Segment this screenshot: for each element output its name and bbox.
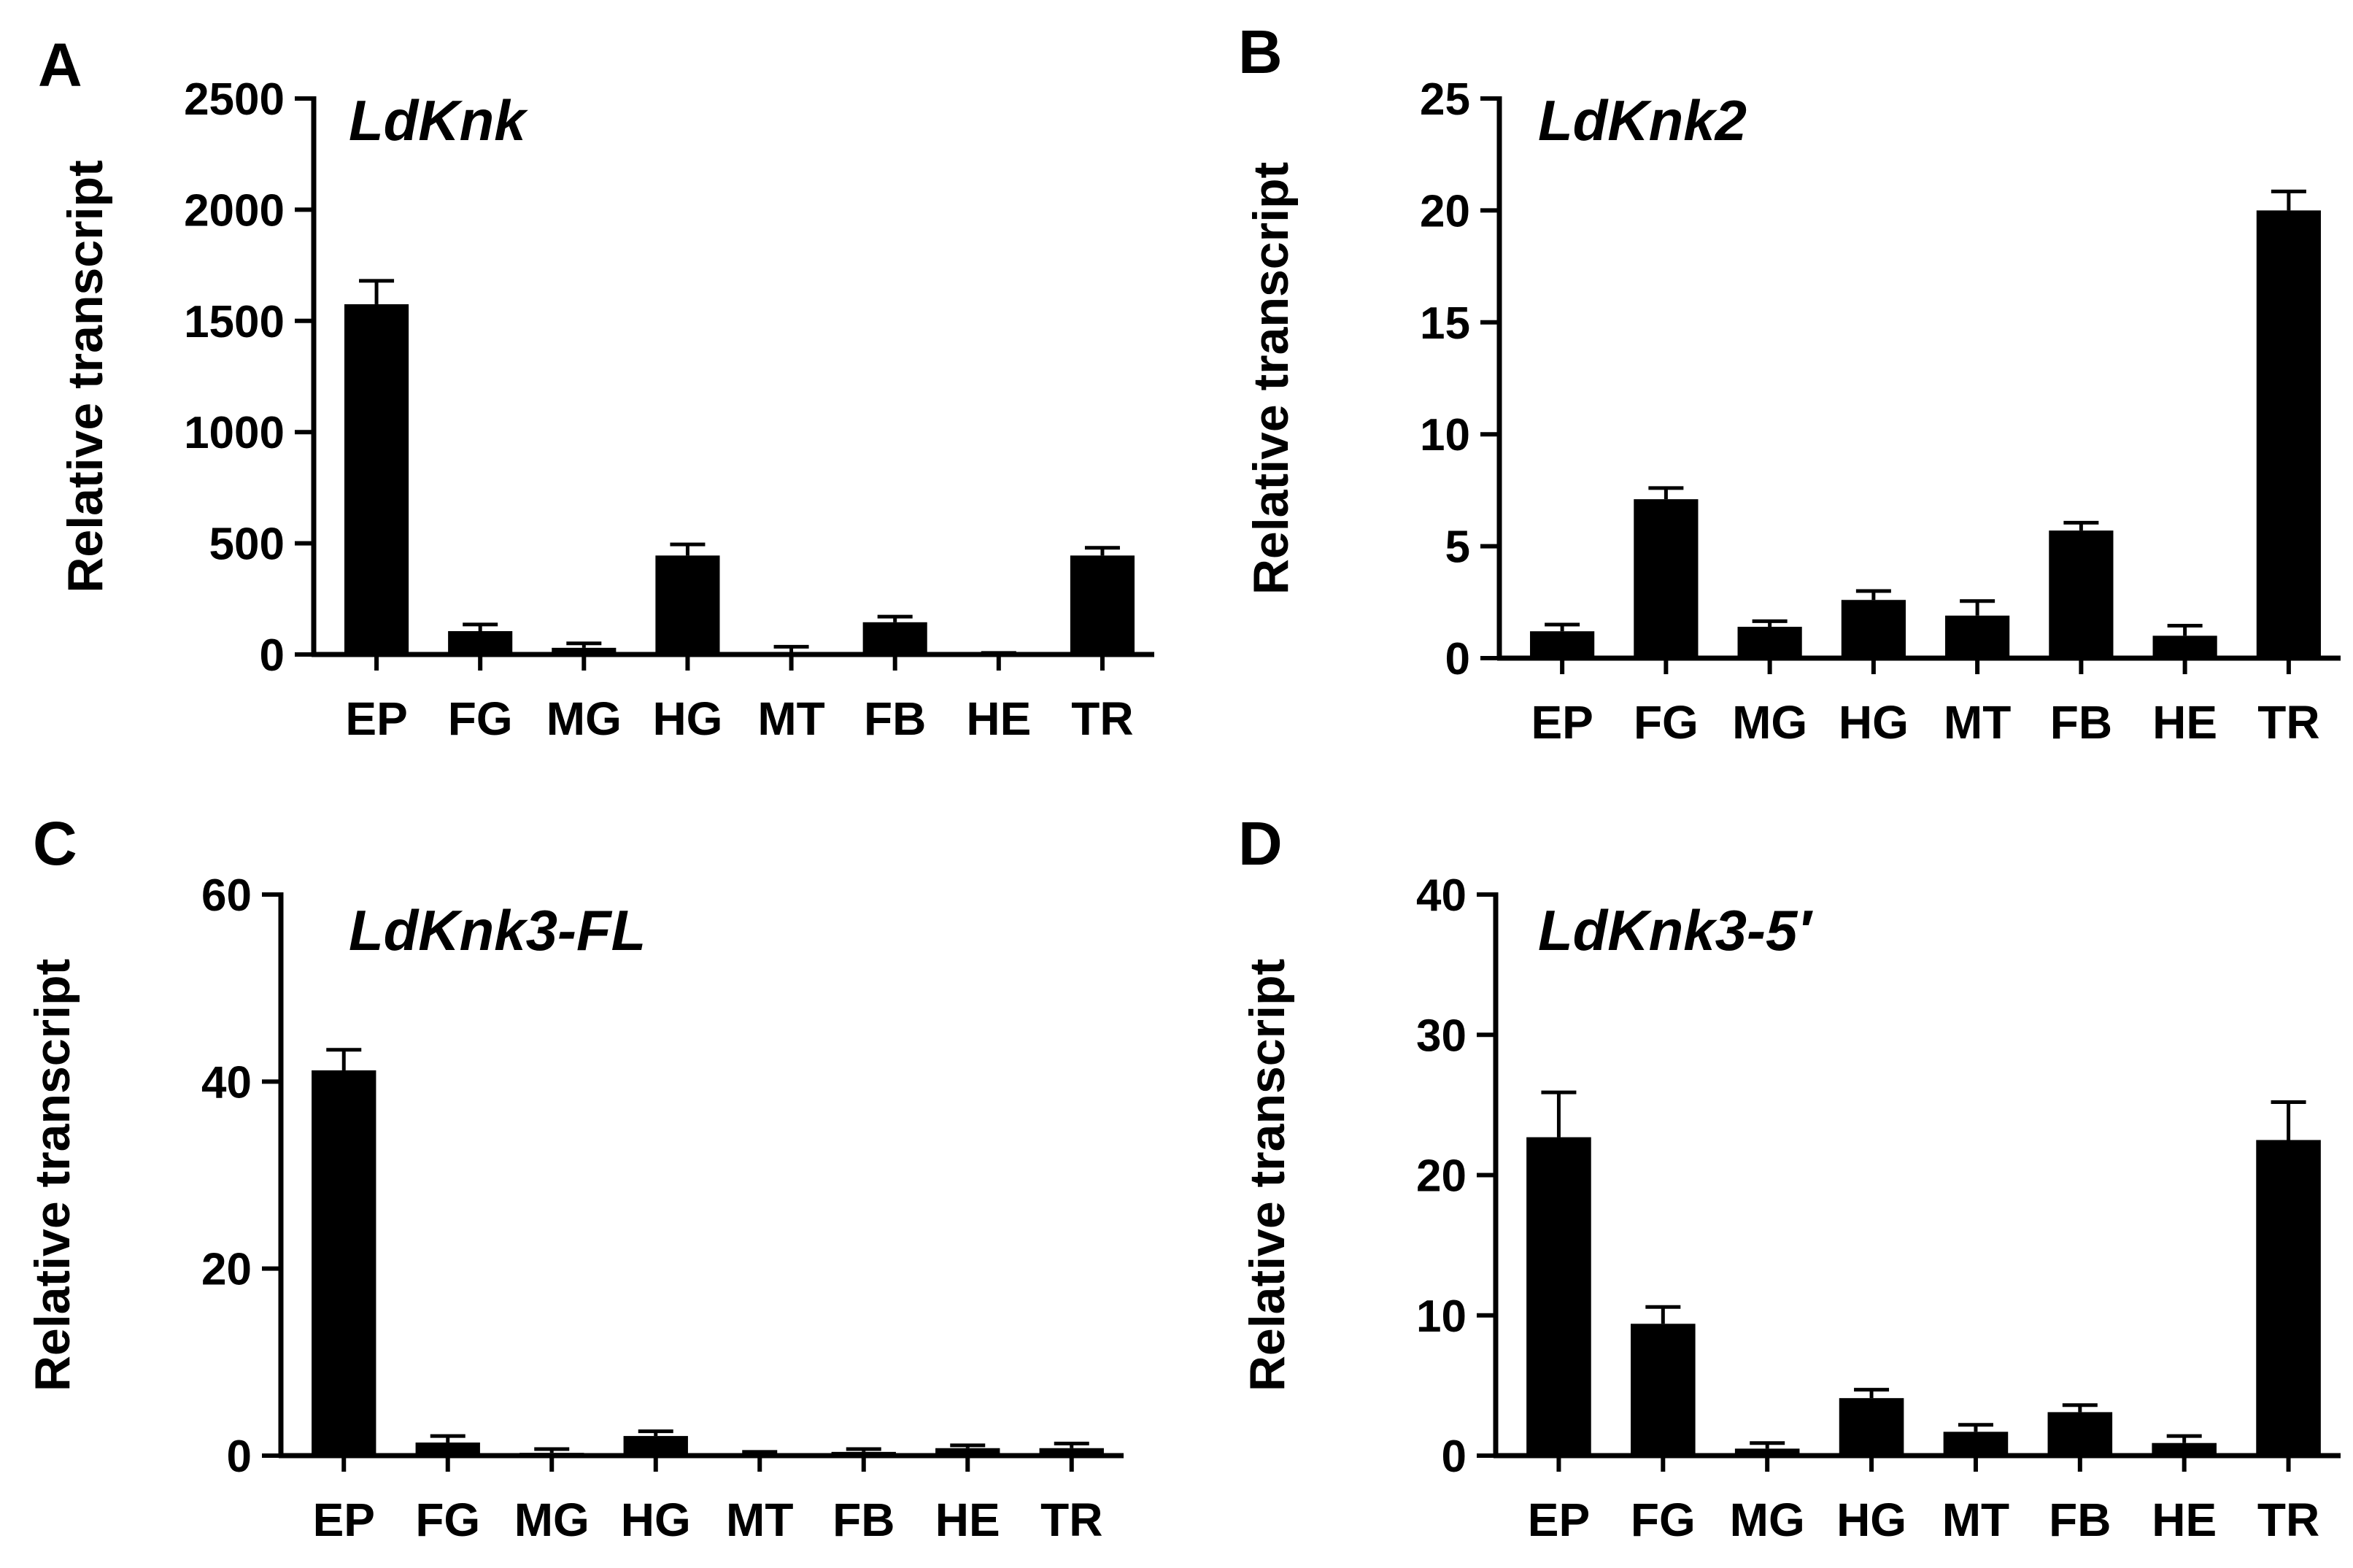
x-tick-label: MG: [514, 1494, 590, 1546]
x-tick-label: EP: [345, 692, 407, 745]
chart-panel-b: B LdKnk2 Relative transcript EP FG MG HG MT FB HE…: [1238, 18, 2341, 749]
x-tick-label: TR: [2257, 1494, 2319, 1546]
y-tick-label: 500: [209, 520, 285, 570]
x-tick-label: FB: [832, 1494, 895, 1546]
bar: [312, 1070, 376, 1456]
bar: [2152, 1443, 2217, 1456]
x-tick-label: MT: [1944, 696, 2011, 749]
y-tick-label: 25: [1420, 74, 1470, 125]
bar: [2256, 1140, 2321, 1456]
x-tick-label: EP: [1531, 696, 1593, 749]
y-tick-label: 15: [1420, 298, 1470, 349]
panel-label: D: [1238, 809, 1283, 878]
x-tick-label: HE: [935, 1494, 1000, 1546]
panel-label: A: [38, 31, 82, 99]
bar: [344, 304, 409, 654]
y-tick-label: 1500: [184, 297, 285, 347]
chart-title: LdKnk2: [1538, 88, 1747, 152]
chart-title: LdKnk: [349, 88, 528, 152]
bar: [448, 630, 513, 654]
x-tick-label: FG: [1631, 1494, 1696, 1546]
x-tick-label: HG: [1839, 696, 1909, 749]
bar: [1737, 627, 1802, 658]
x-tick-label: EP: [1528, 1494, 1590, 1546]
bar: [1945, 615, 2010, 658]
x-tick-label: HG: [652, 692, 722, 745]
bar: [1943, 1432, 2009, 1456]
bar: [935, 1448, 1000, 1456]
bar: [1734, 1448, 1800, 1456]
bar: [1634, 499, 1699, 658]
y-axis-label: Relative transcript: [58, 160, 113, 592]
x-tick-label: FG: [448, 692, 513, 745]
bar: [1530, 631, 1595, 658]
bar: [1039, 1448, 1104, 1456]
y-tick-label: 0: [1445, 634, 1470, 684]
x-tick-label: TR: [1040, 1494, 1102, 1546]
x-tick-label: MG: [1732, 696, 1807, 749]
x-tick-label: FB: [2050, 696, 2112, 749]
y-tick-label: 20: [201, 1245, 252, 1295]
x-tick-label: TR: [1071, 692, 1133, 745]
x-tick-label: HE: [966, 692, 1031, 745]
bar: [1070, 555, 1135, 654]
bar: [2047, 1412, 2113, 1456]
x-tick-label: MT: [757, 692, 824, 745]
chart-title: LdKnk3-5′: [1538, 898, 1813, 962]
chart-panel-c: C LdKnk3-FL Relative transcript EP FG MG HG MT F…: [25, 809, 1124, 1546]
y-tick-label: 60: [201, 870, 252, 921]
x-tick-label: TR: [2257, 696, 2319, 749]
bar: [2256, 210, 2321, 658]
x-tick-label: FG: [1634, 696, 1699, 749]
bar: [552, 647, 617, 654]
chart-panel-a: A LdKnk Relative transcript EP FG MG HG MT FB HE T…: [38, 31, 1154, 745]
bar: [1631, 1324, 1696, 1456]
y-tick-label: 0: [1442, 1432, 1467, 1482]
y-tick-label: 5: [1445, 522, 1470, 573]
x-tick-label: HG: [621, 1494, 691, 1546]
bar: [1841, 600, 1906, 658]
y-tick-label: 2500: [184, 74, 285, 125]
bar: [2152, 636, 2217, 658]
y-tick-label: 20: [1416, 1151, 1467, 1202]
bar: [1839, 1398, 1904, 1456]
bar: [862, 622, 927, 654]
y-tick-label: 10: [1420, 410, 1470, 460]
panel-label: C: [33, 809, 77, 878]
y-tick-label: 20: [1420, 186, 1470, 236]
y-tick-label: 0: [227, 1432, 252, 1482]
x-tick-label: MG: [1730, 1494, 1805, 1546]
bar: [655, 555, 720, 654]
y-axis-label: Relative transcript: [25, 959, 80, 1391]
chart-panel-d: D LdKnk3-5′ Relative transcript EP FG MG HG MT F…: [1238, 809, 2341, 1546]
bar: [2049, 530, 2114, 658]
bar: [623, 1436, 688, 1456]
x-tick-label: HE: [2152, 1494, 2217, 1546]
y-tick-label: 2000: [184, 185, 285, 236]
x-tick-label: MT: [726, 1494, 793, 1546]
y-tick-label: 10: [1416, 1291, 1467, 1342]
x-tick-label: HG: [1836, 1494, 1906, 1546]
y-tick-label: 1000: [184, 408, 285, 458]
y-tick-label: 40: [201, 1057, 252, 1108]
bar: [415, 1443, 480, 1456]
x-tick-label: MT: [1942, 1494, 2009, 1546]
chart-title: LdKnk3-FL: [349, 898, 646, 962]
x-tick-label: FB: [2049, 1494, 2111, 1546]
x-tick-label: MG: [546, 692, 622, 745]
y-axis-label: Relative transcript: [1240, 959, 1295, 1391]
panel-label: B: [1238, 18, 1283, 86]
x-tick-label: HE: [2152, 696, 2217, 749]
x-tick-label: FG: [415, 1494, 480, 1546]
y-tick-label: 40: [1416, 870, 1467, 921]
y-axis-label: Relative transcript: [1243, 162, 1299, 595]
x-tick-label: FB: [864, 692, 926, 745]
x-tick-label: EP: [313, 1494, 375, 1546]
y-tick-label: 0: [260, 630, 285, 681]
y-tick-label: 30: [1416, 1011, 1467, 1061]
bar: [1526, 1137, 1591, 1456]
